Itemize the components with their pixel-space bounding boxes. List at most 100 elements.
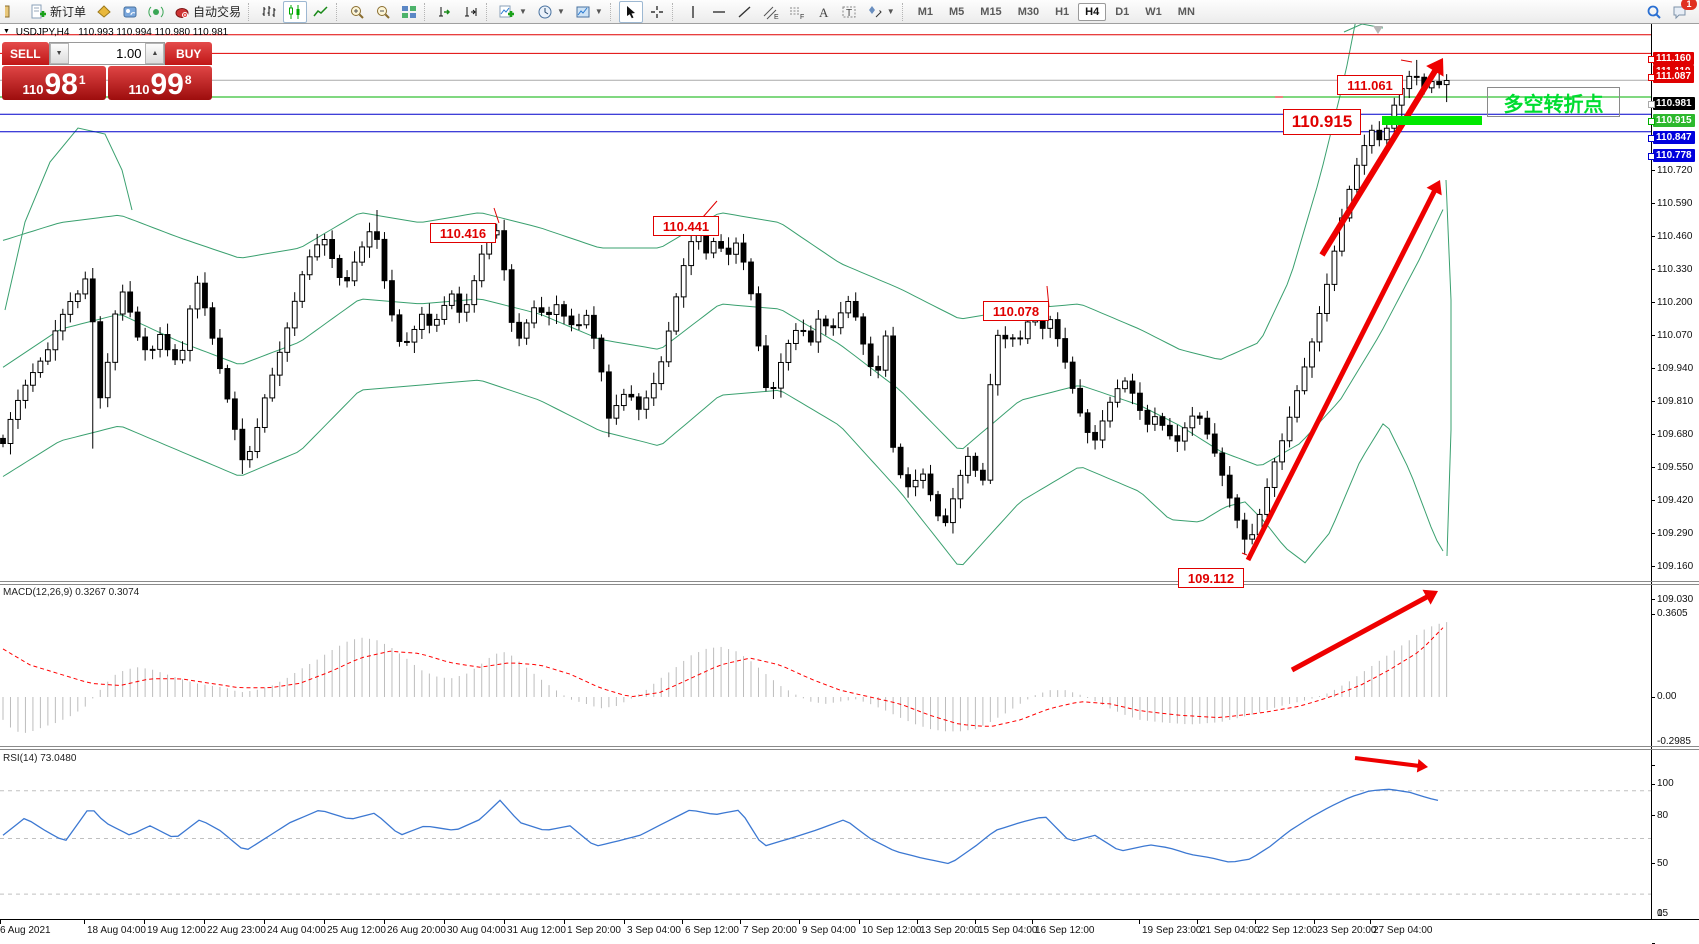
- price-tick-label: 109.810: [1657, 395, 1694, 407]
- timeframe-m30-button[interactable]: M30: [1017, 5, 1040, 18]
- volume-decrease-button[interactable]: ▼: [49, 43, 69, 64]
- auto-scroll-button[interactable]: [433, 1, 457, 23]
- macd-pane[interactable]: [0, 585, 1651, 746]
- vertical-line-button[interactable]: [681, 1, 705, 23]
- time-axis-label: 25 Aug 12:00: [327, 925, 386, 936]
- new-order-button[interactable]: 新订单: [27, 1, 90, 23]
- chevron-down-icon[interactable]: ▼: [519, 7, 527, 16]
- fibonacci-button[interactable]: F: [785, 1, 809, 23]
- price-callout[interactable]: 111.061: [1337, 75, 1403, 95]
- price-level-label[interactable]: 111.160: [1653, 51, 1695, 65]
- volume-input[interactable]: [68, 43, 146, 64]
- price-axis[interactable]: 110.720 110.590 110.460 110.330 110.200 110.0…: [1648, 24, 1699, 944]
- line-chart-button[interactable]: [309, 1, 333, 23]
- zoom-out-button[interactable]: [371, 1, 395, 23]
- chart-clipped-button[interactable]: [1, 1, 25, 23]
- time-tick: [1370, 920, 1371, 924]
- zoom-in-button[interactable]: [345, 1, 369, 23]
- time-tick: [564, 920, 565, 924]
- symbol-title[interactable]: ▼ USDJPY,H4 110.993 110.994 110.980 110.…: [3, 27, 228, 38]
- price-tick-label: 110.070: [1657, 329, 1693, 341]
- price-level-label[interactable]: 110.915: [1653, 114, 1695, 127]
- search-button[interactable]: [1642, 1, 1666, 23]
- price-callout[interactable]: 110.915: [1283, 109, 1361, 135]
- sell-price-button[interactable]: 110 98 1: [2, 66, 106, 100]
- price-callout[interactable]: 110.441: [653, 216, 719, 236]
- text-label-button[interactable]: T: [837, 1, 861, 23]
- main-chart-pane[interactable]: [0, 24, 1651, 581]
- price-tick: [1652, 269, 1655, 270]
- timeframe-h4-button[interactable]: H4: [1078, 2, 1107, 21]
- periods-button[interactable]: ▼: [533, 1, 569, 23]
- arrows-shapes-icon: [868, 5, 882, 17]
- time-axis-label: 23 Sep 20:00: [1317, 925, 1377, 936]
- price-tick-label: 109.030: [1657, 593, 1694, 605]
- symbol-caret-icon[interactable]: ▼: [3, 28, 10, 35]
- price-level-label[interactable]: 110.981: [1653, 97, 1695, 111]
- text-button[interactable]: A: [811, 1, 835, 23]
- time-tick: [504, 920, 505, 924]
- data-window-button[interactable]: [118, 1, 142, 23]
- chart-shift-marker[interactable]: [1373, 26, 1383, 34]
- price-callout[interactable]: 110.078: [983, 301, 1049, 321]
- price-callout[interactable]: 109.112: [1178, 568, 1244, 588]
- macd-tick-label: 0.3605: [1657, 608, 1688, 620]
- candlestick-series[interactable]: [0, 59, 1450, 555]
- cursor-button[interactable]: [618, 0, 643, 23]
- indicators-button[interactable]: ▼: [495, 1, 531, 23]
- price-tick: [1652, 566, 1655, 567]
- timeframe-mn-button[interactable]: MN: [1177, 5, 1195, 18]
- timeframe-h1-button[interactable]: H1: [1055, 5, 1070, 18]
- timeframe-m5-button[interactable]: M5: [949, 5, 965, 18]
- price-tick: [1652, 401, 1655, 402]
- pane-splitter[interactable]: [0, 584, 1699, 585]
- volume-increase-button[interactable]: ▲: [145, 43, 165, 64]
- price-callout[interactable]: 110.416: [430, 223, 496, 243]
- rsi-pane[interactable]: [0, 750, 1651, 919]
- autotrading-button[interactable]: 自动交易: [170, 1, 245, 23]
- timeframe-d1-button[interactable]: D1: [1115, 5, 1130, 18]
- toolbar-separator: [248, 2, 254, 21]
- time-axis-label: 6 Aug 2021: [0, 925, 51, 936]
- timeframe-m1-button[interactable]: M1: [917, 5, 933, 18]
- notifications-button[interactable]: 1: [1668, 0, 1697, 23]
- data-window-icon: [123, 6, 137, 17]
- price-tick: [1652, 467, 1655, 468]
- pane-splitter[interactable]: [0, 749, 1699, 750]
- green-zone-annotation[interactable]: [1382, 116, 1482, 125]
- chevron-down-icon[interactable]: ▼: [556, 7, 565, 16]
- buy-price-button[interactable]: 110 99 8: [108, 66, 212, 100]
- bars-chart-button[interactable]: [257, 1, 281, 23]
- timeframe-w1-button[interactable]: W1: [1145, 5, 1162, 18]
- trendline-button[interactable]: [733, 1, 757, 23]
- market-watch-button[interactable]: [92, 1, 116, 23]
- chevron-down-icon[interactable]: ▼: [886, 7, 895, 16]
- note-annotation[interactable]: 多空转折点: [1487, 87, 1620, 117]
- tile-windows-button[interactable]: [397, 1, 421, 23]
- timeframe-m15-button[interactable]: M15: [980, 5, 1002, 18]
- macd-tick: [1652, 764, 1655, 766]
- horizontal-line-button[interactable]: [707, 1, 731, 23]
- chart-shift-button[interactable]: [459, 1, 483, 23]
- price-level-label[interactable]: 111.087: [1653, 70, 1695, 84]
- equidistant-channel-button[interactable]: E: [759, 1, 783, 23]
- pane-splitter[interactable]: [0, 581, 1699, 582]
- time-tick: [682, 920, 683, 924]
- buy-button[interactable]: BUY: [165, 42, 212, 65]
- signals-button[interactable]: [144, 1, 168, 23]
- sell-button[interactable]: SELL: [2, 42, 49, 65]
- arrows-shapes-button[interactable]: ▼: [863, 1, 899, 23]
- price-level-label[interactable]: 110.778: [1653, 148, 1695, 162]
- green-annotation-curve: [1445, 179, 1452, 557]
- chart-window[interactable]: ▼ USDJPY,H4 110.993 110.994 110.980 110.…: [0, 24, 1699, 944]
- chevron-down-icon[interactable]: ▼: [594, 7, 603, 16]
- price-level-label[interactable]: 110.847: [1653, 131, 1695, 145]
- pane-splitter[interactable]: [0, 746, 1699, 747]
- time-axis[interactable]: 6 Aug 2021 18 Aug 04:00 19 Aug 12:00 22 Aug…: [0, 920, 1699, 942]
- candles-chart-button[interactable]: [283, 0, 308, 23]
- crosshair-button[interactable]: [645, 1, 669, 23]
- templates-button[interactable]: ▼: [571, 1, 607, 23]
- time-tick: [0, 920, 1, 924]
- bollinger-bands: [2, 24, 1452, 566]
